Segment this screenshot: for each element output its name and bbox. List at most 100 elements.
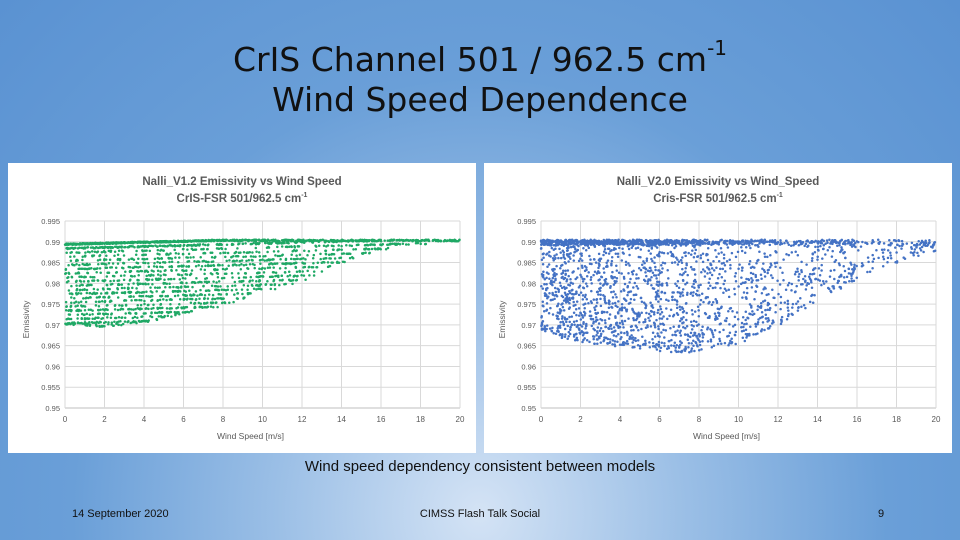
scatter-point xyxy=(674,330,677,334)
scatter-point xyxy=(139,269,143,273)
scatter-point xyxy=(727,344,730,347)
scatter-point xyxy=(123,316,127,320)
scatter-point xyxy=(92,287,96,291)
scatter-point xyxy=(719,306,723,310)
scatter-point xyxy=(95,267,98,270)
scatter-point xyxy=(778,243,782,246)
scatter-point xyxy=(65,251,68,254)
scatter-point xyxy=(185,265,188,268)
scatter-point xyxy=(928,238,931,242)
scatter-point xyxy=(225,292,228,296)
scatter-point xyxy=(103,258,106,262)
scatter-point xyxy=(185,273,189,276)
scatter-point xyxy=(73,322,77,325)
scatter-point xyxy=(837,241,840,244)
scatter-point xyxy=(280,245,284,248)
scatter-point xyxy=(242,263,246,267)
scatter-point xyxy=(210,255,214,259)
scatter-point xyxy=(595,272,599,275)
scatter-point xyxy=(848,241,852,244)
y-tick-label: 0.975 xyxy=(517,300,536,309)
scatter-point xyxy=(70,284,73,288)
scatter-point xyxy=(77,301,81,304)
scatter-point xyxy=(108,287,111,291)
scatter-point xyxy=(175,306,178,310)
scatter-point xyxy=(573,323,576,327)
scatter-point xyxy=(568,240,572,243)
scatter-point xyxy=(212,264,216,267)
scatter-point xyxy=(184,310,187,314)
scatter-point xyxy=(555,253,558,256)
scatter-point xyxy=(796,300,800,303)
scatter-point xyxy=(867,260,870,264)
scatter-point xyxy=(753,266,756,269)
scatter-point xyxy=(81,267,85,271)
scatter-point xyxy=(581,316,585,319)
scatter-point xyxy=(443,238,447,242)
scatter-point xyxy=(176,244,179,247)
scatter-point xyxy=(581,280,585,283)
scatter-point xyxy=(755,261,758,265)
scatter-point xyxy=(649,314,652,318)
scatter-point xyxy=(545,282,548,286)
scatter-point xyxy=(221,263,224,267)
scatter-point xyxy=(244,263,248,266)
scatter-point xyxy=(744,310,748,314)
scatter-point xyxy=(665,281,668,285)
scatter-point xyxy=(215,268,219,272)
y-tick-label: 0.995 xyxy=(517,217,536,226)
scatter-point xyxy=(226,251,230,255)
scatter-point xyxy=(675,350,678,354)
scatter-point xyxy=(215,301,218,304)
scatter-point xyxy=(136,304,139,307)
scatter-point xyxy=(712,269,716,272)
scatter-point xyxy=(102,321,106,325)
scatter-point xyxy=(850,279,854,283)
x-tick-label: 10 xyxy=(734,415,743,424)
scatter-points xyxy=(63,238,461,328)
scatter-point xyxy=(693,278,697,282)
scatter-point xyxy=(756,323,759,326)
scatter-point xyxy=(198,305,201,309)
scatter-point xyxy=(216,239,219,243)
scatter-point xyxy=(288,274,292,277)
scatter-point xyxy=(317,244,321,248)
scatter-point xyxy=(553,274,557,278)
scatter-point xyxy=(244,242,247,245)
scatter-point xyxy=(386,246,390,250)
y-tick-label: 0.98 xyxy=(45,279,60,288)
scatter-point xyxy=(638,344,642,348)
scatter-point xyxy=(240,279,243,283)
scatter-point xyxy=(73,243,77,246)
scatter-point xyxy=(241,292,244,296)
scatter-point xyxy=(361,239,365,242)
scatter-point xyxy=(273,283,276,287)
scatter-point xyxy=(592,337,595,341)
scatter-point xyxy=(248,238,251,242)
scatter-point xyxy=(70,242,73,246)
scatter-point xyxy=(760,310,764,314)
scatter-point xyxy=(646,282,649,286)
scatter-point xyxy=(754,325,758,328)
scatter-point xyxy=(553,286,557,290)
scatter-point xyxy=(273,287,277,291)
y-tick-label: 0.96 xyxy=(521,362,536,371)
scatter-point xyxy=(686,333,689,336)
scatter-point xyxy=(641,335,644,339)
scatter-point xyxy=(292,274,296,278)
scatter-point xyxy=(627,291,630,294)
y-tick-label: 0.99 xyxy=(45,238,60,247)
scatter-point xyxy=(551,256,555,260)
scatter-point xyxy=(70,275,74,279)
scatter-point xyxy=(761,315,764,318)
scatter-point xyxy=(715,255,718,259)
scatter-point xyxy=(181,311,185,314)
scatter-point xyxy=(751,272,755,276)
scatter-point xyxy=(734,255,738,259)
scatter-point xyxy=(225,243,229,246)
scatter-point xyxy=(700,292,704,296)
scatter-point xyxy=(66,246,69,250)
scatter-point xyxy=(678,305,682,308)
scatter-point xyxy=(618,246,621,250)
x-tick-label: 6 xyxy=(181,415,186,424)
